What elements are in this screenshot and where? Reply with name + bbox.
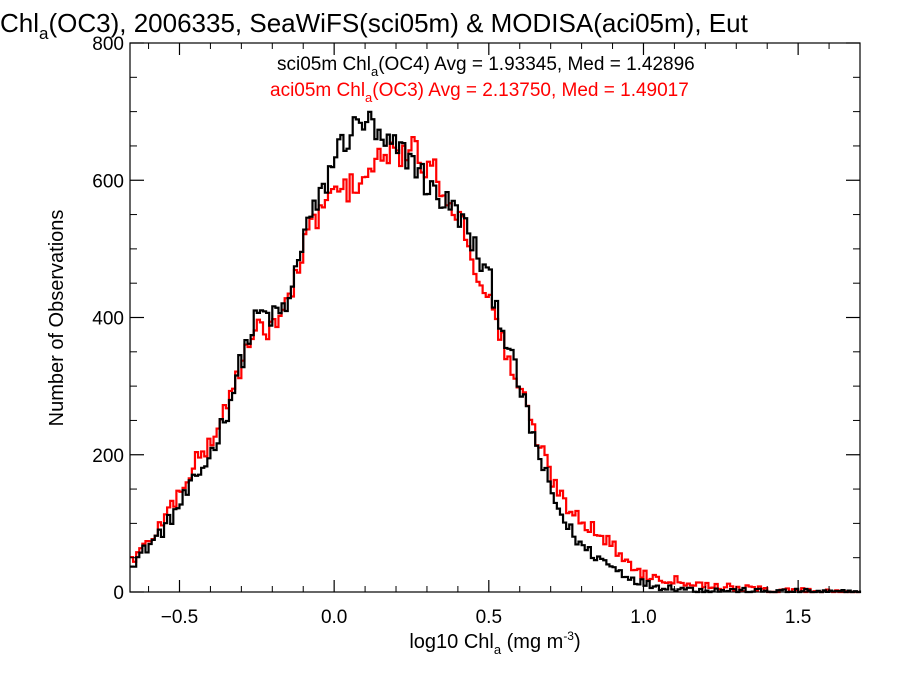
y-tick-label: 600	[92, 171, 124, 192]
y-tick-label: 200	[92, 446, 124, 467]
y-tick-label: 800	[92, 34, 124, 55]
series-layer	[130, 110, 862, 594]
y-tick-label: 400	[92, 309, 124, 330]
x-tick-label: 1.0	[630, 607, 656, 628]
x-tick-label: 1.5	[785, 607, 811, 628]
series-line-aci05m	[130, 135, 860, 594]
x-tick-label: −0.5	[161, 607, 199, 628]
x-axis-label: log10 Chla (mg m-3)	[409, 629, 580, 657]
legend-entry-aci05m: aci05m Chla(OC3) Avg = 2.13750, Med = 1.…	[270, 80, 689, 105]
chart-title: Chla(OC3), 2006335, SeaWiFS(sci05m) & MO…	[0, 8, 749, 43]
x-tick-label: 0.0	[321, 607, 347, 628]
legend-entry-sci05m: sci05m Chla(OC4) Avg = 1.93345, Med = 1.…	[277, 54, 695, 79]
y-axis-label: Number of Observations	[46, 210, 68, 427]
y-tick-label: 0	[113, 583, 124, 604]
series-line-sci05m	[130, 110, 862, 594]
plot-area: −0.5 0.0 0.5 1.0 1.5 0 200 400 600 800	[92, 34, 862, 628]
axis-ticks: −0.5 0.0 0.5 1.0 1.5 0 200 400 600 800	[92, 34, 861, 628]
x-tick-label: 0.5	[476, 607, 502, 628]
